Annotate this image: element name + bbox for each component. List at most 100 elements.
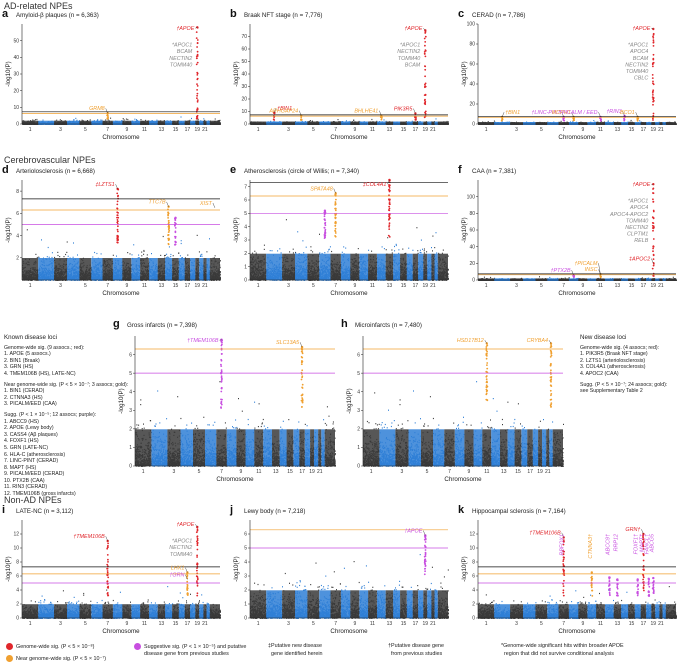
chromosome-band <box>209 120 220 124</box>
snp-point <box>190 124 192 125</box>
snp-point <box>123 119 125 121</box>
snp-point <box>86 123 87 125</box>
snp-point <box>197 123 199 125</box>
snp-point <box>107 119 109 121</box>
snp-point <box>115 123 117 125</box>
snp-point <box>152 123 154 125</box>
peak-point <box>195 37 198 39</box>
snp-point <box>40 124 42 125</box>
peak-point <box>196 50 199 53</box>
peak-point <box>196 55 199 57</box>
peak-point <box>195 63 198 66</box>
snp-point <box>211 124 213 125</box>
x-tick-label: 5 <box>84 127 87 133</box>
peak-point <box>196 53 199 56</box>
snp-point <box>127 123 129 125</box>
snp-point <box>28 123 30 125</box>
peak-point <box>107 116 109 119</box>
y-axis-label: -log10(P) <box>5 61 12 86</box>
peak-point <box>196 117 199 120</box>
snp-point <box>136 119 137 121</box>
snp-point <box>59 119 61 121</box>
snp-point <box>55 123 57 125</box>
snp-point <box>42 119 44 121</box>
peak-point <box>196 39 199 41</box>
panel-b: b Braak NFT stage (n = 7,776) 0 10 20 30 40 50 6… <box>230 8 454 144</box>
y-tick-label: 20 <box>13 88 19 94</box>
y-tick-label: 50 <box>13 38 19 44</box>
peak-point <box>195 31 198 33</box>
peak-point <box>196 107 199 110</box>
snp-point <box>203 118 205 120</box>
x-tick-label: 3 <box>59 127 62 133</box>
y-tick-label: 30 <box>13 72 19 78</box>
manhattan-points <box>22 26 221 125</box>
peak-point <box>196 61 199 64</box>
snp-point <box>141 124 143 125</box>
chromosome-band <box>102 120 113 124</box>
panel-letter: a <box>2 8 9 20</box>
snp-point <box>212 123 214 125</box>
peak-point <box>196 83 198 85</box>
snp-point <box>194 124 196 125</box>
snp-point <box>137 123 139 125</box>
snp-point <box>116 123 118 125</box>
snp-point <box>125 118 127 120</box>
snp-point <box>81 123 83 125</box>
chromosome-band <box>112 120 123 124</box>
gene-label: BCAM <box>177 49 193 55</box>
manhattan-a: a Amyloid-β plaques (n = 6,363)0102030405… <box>2 8 221 141</box>
snp-point <box>189 124 191 125</box>
y-tick-label: 10 <box>13 105 19 111</box>
peak-point <box>196 85 199 87</box>
peak-point <box>196 100 199 103</box>
snp-point <box>162 124 164 125</box>
y-tick-label: 40 <box>13 55 19 61</box>
chromosome-band <box>131 120 141 124</box>
snp-point <box>172 124 174 125</box>
chromosome-band <box>54 120 68 124</box>
gene-label: *APOC1 <box>172 43 192 49</box>
snp-point <box>76 119 78 121</box>
snp-point <box>145 124 146 125</box>
snp-point <box>73 119 75 121</box>
chromosome-band <box>67 120 80 124</box>
chromosome-band <box>22 120 39 124</box>
snp-point <box>74 123 76 125</box>
gene-label: NECTIN2 <box>169 56 192 62</box>
snp-point <box>219 122 221 124</box>
snp-point <box>25 124 27 125</box>
peak-point <box>195 57 198 60</box>
snp-point <box>186 124 188 125</box>
snp-point <box>158 123 160 125</box>
chromosome-band <box>178 120 185 124</box>
chromosome-band <box>38 120 54 124</box>
snp-point <box>36 118 38 121</box>
snp-point <box>204 124 206 125</box>
snp-point <box>32 119 34 121</box>
section-ad-title: AD-related NPEs <box>4 1 73 11</box>
snp-point <box>56 123 58 125</box>
snp-point <box>260 123 262 125</box>
gene-leader-line <box>105 108 108 114</box>
snp-point <box>41 123 43 125</box>
snp-point <box>182 123 183 125</box>
x-tick-label: 1 <box>29 127 32 133</box>
peak-point <box>196 94 199 97</box>
panel-title: Braak NFT stage (n = 7,776) <box>244 12 322 19</box>
snp-point <box>192 123 194 125</box>
snp-point <box>61 120 63 122</box>
snp-point <box>97 119 99 121</box>
chromosome-band <box>149 120 158 124</box>
snp-point <box>163 120 165 122</box>
chromosome-band <box>206 120 210 124</box>
snp-point <box>65 123 67 125</box>
peak-point <box>196 78 199 81</box>
chromosome-band <box>122 120 132 124</box>
snp-point <box>219 123 221 125</box>
snp-point <box>74 124 76 125</box>
snp-point <box>110 117 112 119</box>
snp-point <box>213 123 215 125</box>
snp-point <box>101 119 103 121</box>
snp-point <box>118 123 120 125</box>
